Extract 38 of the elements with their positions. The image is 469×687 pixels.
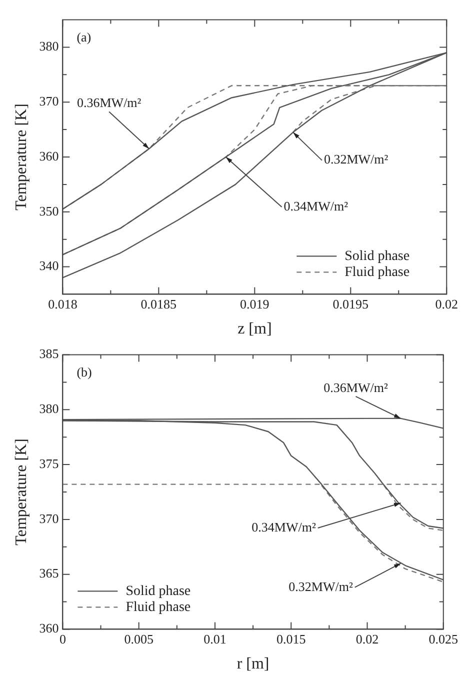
- x-tick-label: 0.02: [356, 631, 379, 646]
- y-tick-label: 375: [39, 456, 59, 471]
- x-tick-label: 0: [59, 631, 66, 646]
- y-axis-title: Temperature [K]: [12, 438, 30, 546]
- annotation: 0.34MW/m²: [252, 519, 316, 534]
- y-axis-title: Temperature [K]: [12, 104, 30, 210]
- y-tick-label: 365: [39, 566, 59, 581]
- y-tick-label: 360: [39, 148, 59, 164]
- x-tick-label: 0.005: [124, 631, 154, 646]
- y-tick-label: 360: [39, 620, 59, 636]
- x-tick-label: 0.01: [204, 631, 226, 646]
- annotation: (a): [76, 30, 92, 45]
- x-tick-label: 0.02: [435, 296, 458, 312]
- y-tick-label: 385: [39, 346, 59, 362]
- annotation: 0.36MW/m²: [324, 380, 388, 395]
- legend-label: Fluid phase: [126, 600, 191, 615]
- y-tick-label: 370: [39, 94, 59, 109]
- y-tick-label: 370: [39, 510, 59, 526]
- legend-label: Solid phase: [344, 248, 410, 264]
- y-tick-label: 350: [39, 203, 59, 218]
- x-tick-label: 0.018: [48, 296, 78, 312]
- legend-label: Fluid phase: [344, 264, 410, 280]
- annotation: 0.34MW/m²: [284, 198, 348, 214]
- x-tick-label: 0.019: [240, 296, 270, 312]
- annotation: 0.36MW/m²: [76, 95, 142, 110]
- x-tick-label: 0.015: [276, 631, 306, 646]
- x-tick-label: 0.025: [428, 631, 458, 646]
- x-tick-label: 0.0185: [140, 296, 177, 312]
- y-tick-label: 380: [39, 38, 59, 54]
- annotation: (b): [76, 364, 92, 380]
- x-axis-title: z [m]: [238, 320, 272, 338]
- x-tick-label: 0.0195: [332, 296, 369, 312]
- y-tick-label: 340: [39, 258, 59, 274]
- legend-label: Solid phase: [126, 584, 191, 599]
- y-tick-label: 380: [39, 401, 59, 416]
- annotation: 0.32MW/m²: [288, 578, 353, 594]
- x-axis-title: r [m]: [236, 656, 270, 673]
- annotation: 0.32MW/m²: [324, 152, 388, 167]
